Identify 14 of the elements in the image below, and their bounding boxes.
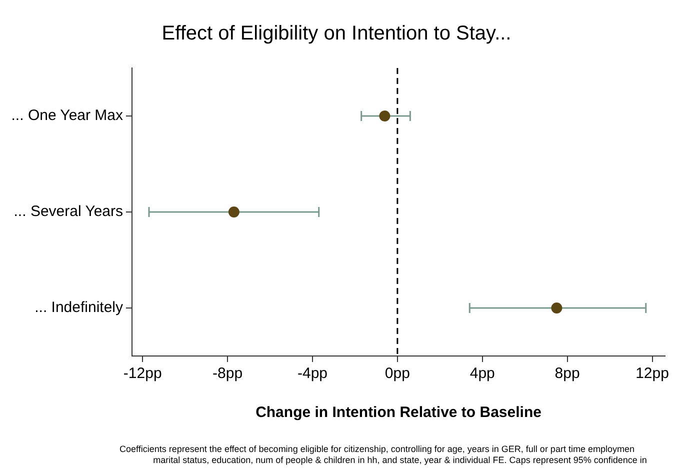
text: marital status, education, num of people & children in hh, and state, year & individual FE. Caps represent 95% confidence in [153,455,647,465]
chart-title: Effect of Eligibility on Intention to Stay... [162,22,512,45]
x-tick-label: -4pp [297,365,328,382]
x-tick-label: 8pp [554,365,580,382]
x-tick-label: -8pp [212,365,243,382]
y-tick-label: ... Indefinitely [34,299,124,316]
x-tick-label: -12pp [123,365,162,382]
y-tick-label: ... One Year Max [11,107,124,124]
x-tick-label: 12pp [636,365,669,382]
x-tick-label: 4pp [470,365,495,382]
x-tick-label: 0pp [384,365,410,382]
x-axis-title: Change in Intention Relative to Baseline [256,404,542,422]
text: Coefficients represent the effect of becoming eligible for citizenship, controlling for age, years in GER, full or part time employmen [120,444,634,454]
y-tick-label: ... Several Years [14,203,123,220]
